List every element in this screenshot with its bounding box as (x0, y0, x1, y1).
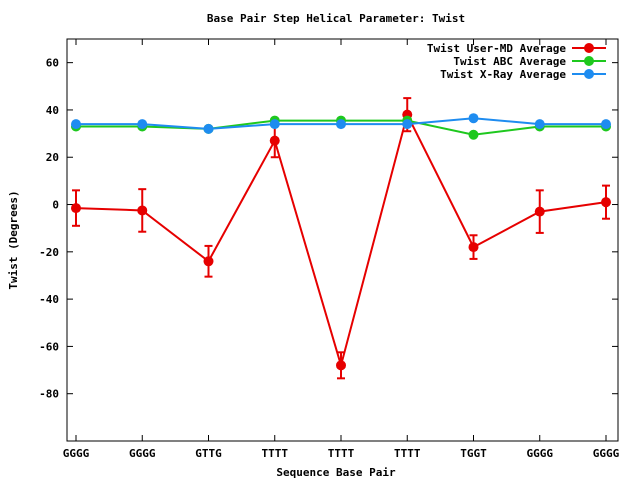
data-point (71, 203, 81, 214)
data-point (534, 206, 545, 217)
legend-label: Twist X-Ray Average (440, 68, 566, 81)
y-tick-label: -80 (39, 388, 59, 401)
data-point (336, 119, 346, 130)
legend-swatch-marker (584, 69, 594, 79)
y-axis-ticks: -80 -60 -40 -20 0 20 40 60 (39, 57, 618, 401)
series-1 (71, 97, 611, 380)
x-tick-label: TTTT (328, 447, 355, 460)
data-point (534, 119, 545, 130)
series-line (75, 111, 607, 370)
x-tick-label: GTTG (195, 447, 222, 460)
y-tick-label: 60 (46, 57, 59, 70)
y-tick-label: -20 (39, 246, 59, 259)
data-point (468, 242, 479, 253)
data-point (137, 205, 148, 216)
data-point (71, 119, 81, 130)
x-axis-ticks: GGGG GGGG GTTG TTTT TTTT TTTT TGGT GGGG GGGG (63, 39, 620, 460)
data-point (601, 197, 611, 208)
x-tick-label: TTTT (394, 447, 421, 460)
y-tick-label: -60 (39, 340, 59, 353)
y-axis-label: Twist (Degrees) (7, 190, 20, 289)
legend-swatch-marker (584, 56, 594, 66)
plot-frame (66, 38, 619, 442)
y-tick-label: 40 (46, 104, 59, 117)
series-layer (71, 97, 611, 380)
x-tick-label: GGGG (129, 447, 156, 460)
y-tick-label: 0 (52, 199, 59, 212)
data-point (468, 113, 479, 124)
legend-swatch-marker (584, 43, 594, 53)
data-point (203, 256, 214, 267)
y-tick-label: -40 (39, 293, 59, 306)
x-tick-label: TTTT (262, 447, 289, 460)
legend-label: Twist ABC Average (453, 55, 566, 68)
data-point (269, 135, 280, 146)
data-point (269, 119, 280, 130)
series-3 (71, 113, 611, 134)
x-tick-label: GGGG (63, 447, 90, 460)
data-point (468, 129, 479, 140)
data-point (402, 119, 413, 130)
x-tick-label: GGGG (527, 447, 554, 460)
chart-title: Base Pair Step Helical Parameter: Twist (207, 12, 465, 25)
x-tick-label: GGGG (593, 447, 620, 460)
legend-label: Twist User-MD Average (427, 42, 566, 55)
data-point (601, 119, 611, 130)
y-tick-label: 20 (46, 151, 59, 164)
data-point (137, 119, 148, 130)
x-axis-label: Sequence Base Pair (276, 466, 396, 479)
x-tick-label: TGGT (460, 447, 487, 460)
data-point (336, 360, 346, 371)
data-point (203, 123, 214, 134)
